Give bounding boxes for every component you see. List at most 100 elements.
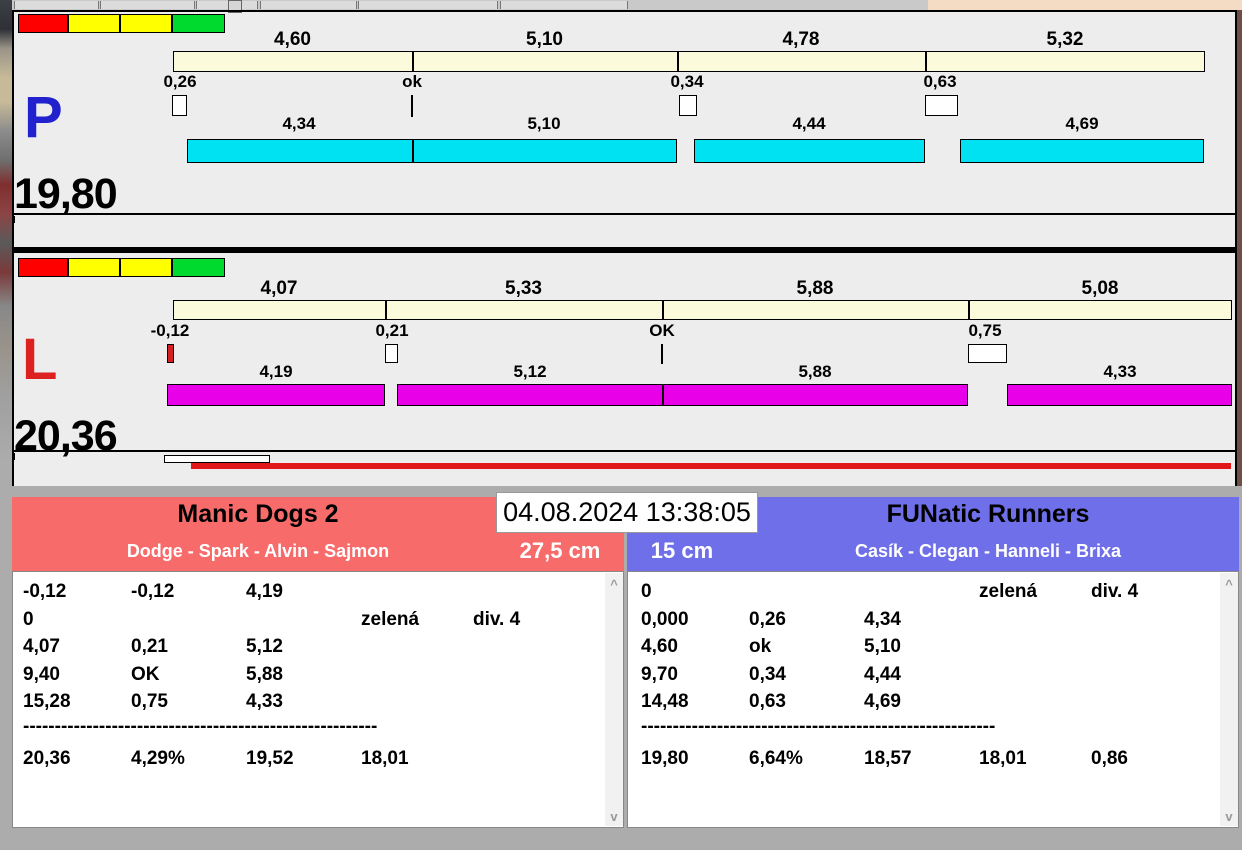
background-window-fragment[interactable] — [14, 1, 99, 9]
total-extra: 0,86 — [1091, 747, 1128, 769]
status-light-yellow — [120, 258, 172, 277]
team-right-jump-height: 15 cm — [650, 538, 714, 563]
team-left-jump-height: 27,5 cm — [519, 538, 601, 563]
status-light-yellow — [68, 14, 120, 33]
team-right-members: Casík - Clegan - Hanneli - Brixa — [854, 541, 1122, 561]
lane-l-deviation-box — [968, 344, 1007, 363]
lane-p-ref-label-2: 5,10 — [526, 29, 563, 50]
background-window-sliver-right[interactable] — [1237, 10, 1242, 486]
team-right-results-table[interactable]: 0 zelená div. 4 0,000 0,26 4,34 4,60 ok 5,10 9… — [627, 571, 1239, 828]
lane-p-ref-label-3: 4,78 — [782, 29, 820, 50]
cell — [1091, 606, 1221, 634]
cell: 4,44 — [864, 663, 901, 685]
lane-divider-line — [12, 450, 1237, 452]
lane-l-marker-tick-ok — [661, 344, 663, 364]
lane-p-ref-tick — [677, 51, 679, 72]
cell — [979, 633, 1091, 661]
background-window-tab[interactable] — [228, 0, 242, 13]
cell: 4,69 — [864, 691, 901, 712]
lane-p-marker-label-1: 0,26 — [163, 72, 197, 91]
background-window-fragment-tan[interactable] — [928, 0, 1242, 10]
lane-l-marker-label-2: 0,21 — [375, 321, 409, 340]
cell — [131, 606, 246, 634]
table-row: 4,60 ok 5,10 — [641, 633, 1221, 661]
cell — [749, 578, 864, 606]
background-window-fragment[interactable] — [260, 1, 357, 9]
cell: 5,10 — [864, 636, 901, 657]
background-window-sliver-left[interactable] — [0, 0, 12, 486]
lane-l-marker-label-4: 0,75 — [968, 321, 1002, 340]
cell — [361, 578, 473, 606]
scroll-down-arrow[interactable]: v — [1225, 809, 1233, 824]
lane-l-ref-label-1: 4,07 — [260, 278, 298, 299]
status-light-green — [172, 258, 225, 277]
background-windows-strip[interactable] — [12, 0, 1242, 13]
table-divider-dashes: ----------------------------------------… — [23, 715, 378, 737]
cell — [361, 688, 473, 716]
cell: -0,12 — [131, 581, 175, 602]
scroll-up-arrow[interactable]: ^ — [610, 577, 618, 592]
lane-p-run-bar — [694, 139, 925, 163]
background-window-fragment[interactable] — [100, 1, 195, 9]
team-left-results-table[interactable]: -0,12 -0,12 4,19 0 zelená div. 4 4,07 0,21 5,1… — [12, 571, 624, 828]
lane-p-ref-label-4: 5,32 — [1046, 29, 1084, 50]
scroll-down-arrow[interactable]: v — [610, 809, 618, 824]
lane-p-run-label-4: 4,69 — [1065, 114, 1099, 133]
scrollbar-track[interactable]: ^ v — [605, 573, 623, 826]
total-best: 18,01 — [979, 747, 1027, 769]
cell: 0,63 — [749, 691, 786, 712]
lane-p-ref-label-1: 4,60 — [274, 29, 311, 50]
cell — [1091, 633, 1221, 661]
cell: 9,40 — [23, 663, 60, 685]
cell — [473, 578, 603, 606]
lane-p-marker-tick-ok — [411, 95, 413, 117]
cell — [979, 606, 1091, 634]
lane-separator-bar — [12, 247, 1237, 253]
total-time: 20,36 — [23, 747, 71, 769]
cell: 0,75 — [131, 691, 168, 712]
lane-l-run-label-4: 4,33 — [1103, 362, 1137, 381]
total-net: 19,52 — [246, 747, 294, 769]
lane-p-reference-bar — [173, 51, 1205, 72]
table-row: 15,28 0,75 4,33 — [23, 688, 603, 716]
lane-l-deviation-box — [385, 344, 398, 363]
total-extra — [473, 745, 603, 773]
status-light-red — [18, 258, 68, 277]
total-time: 19,80 — [641, 747, 689, 769]
cell: 4,34 — [864, 608, 901, 630]
cell: zelená — [361, 608, 420, 630]
lane-p-run-bar — [187, 139, 677, 163]
table-row: 0,000 0,26 4,34 — [641, 606, 1221, 634]
cell — [246, 606, 361, 634]
cell: OK — [131, 663, 160, 685]
lane-p-run-label-2: 5,10 — [527, 114, 561, 133]
lane-l-ref-tick — [662, 300, 664, 320]
scroll-up-arrow[interactable]: ^ — [1225, 577, 1233, 592]
status-light-yellow — [120, 14, 172, 33]
cell — [361, 661, 473, 689]
cell: 15,28 — [23, 691, 71, 712]
lane-l-letter: L — [22, 327, 58, 392]
background-window-fragment[interactable] — [500, 1, 628, 9]
cell: 0,34 — [749, 663, 786, 685]
lane-l-ref-label-4: 5,08 — [1081, 278, 1119, 299]
lane-p-run-label-1: 4,34 — [282, 114, 316, 133]
total-best: 18,01 — [361, 747, 409, 769]
cell: 4,07 — [23, 636, 60, 657]
scrollbar-track[interactable]: ^ v — [1220, 573, 1238, 826]
background-window-fragment[interactable] — [358, 1, 498, 9]
lane-l-run-bar — [397, 384, 968, 406]
lane-l-reference-bar — [173, 300, 1232, 320]
lane-l-marker-label-1: -0,12 — [150, 321, 190, 340]
lane-l-ref-label-3: 5,88 — [796, 278, 834, 299]
cell — [1091, 688, 1221, 716]
lane-divider-line — [12, 213, 1237, 215]
lane-p-marker-label-4: 0,63 — [923, 72, 957, 91]
cell: 4,33 — [246, 691, 283, 712]
background-window-fragment[interactable] — [196, 1, 258, 9]
table-totals-row: 20,36 4,29% 19,52 18,01 — [23, 745, 603, 773]
lane-p-deviation-box — [172, 95, 187, 116]
team-left-rows: -0,12 -0,12 4,19 0 zelená div. 4 4,07 0,21 5,1… — [23, 578, 603, 772]
lane-l-run-label-1: 4,19 — [259, 362, 293, 381]
status-light-yellow — [68, 258, 120, 277]
